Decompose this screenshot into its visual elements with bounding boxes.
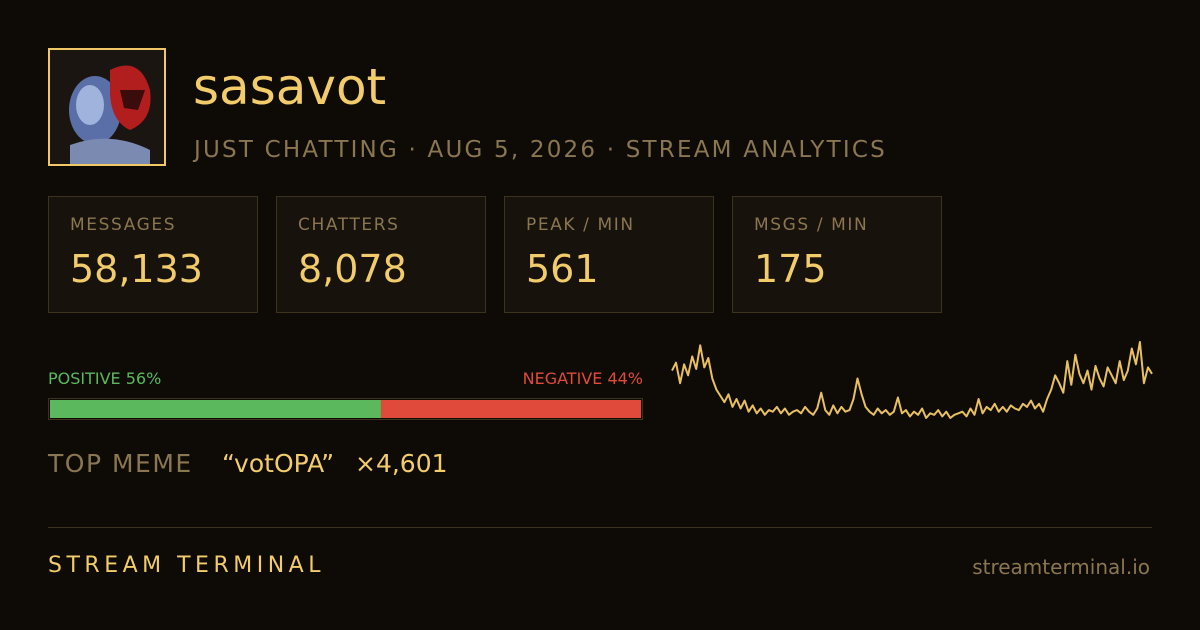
sentiment-bar — [48, 398, 643, 420]
divider — [48, 527, 1152, 528]
stat-value: 58,133 — [70, 247, 203, 291]
negative-label: NEGATIVE 44% — [522, 369, 643, 388]
positive-segment — [50, 400, 381, 418]
stat-label: PEAK / MIN — [526, 215, 635, 235]
meme-count: ×4,601 — [355, 449, 448, 478]
stat-value: 8,078 — [298, 247, 407, 291]
bar-frame — [48, 398, 643, 420]
sparkline — [671, 341, 1153, 419]
streamer-name: sasavot — [193, 58, 387, 116]
meme-name: “votOPA” — [222, 449, 335, 478]
stat-label: MESSAGES — [70, 215, 177, 235]
stat-card: MSGS / MIN 175 — [732, 196, 942, 313]
avatar — [48, 48, 166, 166]
url: streamterminal.io — [972, 555, 1150, 579]
negative-segment — [380, 400, 641, 418]
stat-card: CHATTERS 8,078 — [276, 196, 486, 313]
brand: STREAM TERMINAL — [48, 553, 325, 578]
meme-label: TOP MEME — [48, 449, 193, 478]
stat-label: MSGS / MIN — [754, 215, 869, 235]
stat-label: CHATTERS — [298, 215, 400, 235]
avatar-art — [50, 50, 164, 164]
stat-value: 175 — [754, 247, 827, 291]
stat-value: 561 — [526, 247, 599, 291]
positive-label: POSITIVE 56% — [48, 369, 162, 388]
subtitle: JUST CHATTING · AUG 5, 2026 · STREAM ANA… — [194, 137, 887, 163]
stat-card: MESSAGES 58,133 — [48, 196, 258, 313]
stat-card: PEAK / MIN 561 — [504, 196, 714, 313]
sparkline-path — [671, 341, 1153, 419]
